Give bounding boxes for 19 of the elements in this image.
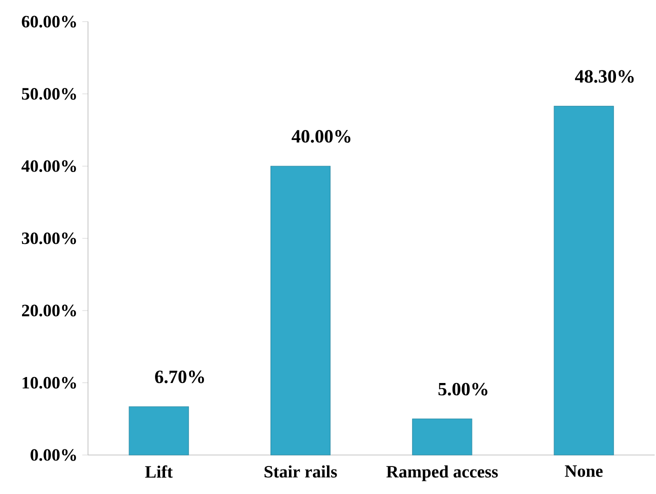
y-tick-label: 60.00% xyxy=(22,16,76,28)
data-label: 5.00% xyxy=(438,382,488,396)
y-tick-label: 30.00% xyxy=(22,232,76,244)
y-tick-label: 0.00% xyxy=(30,449,76,461)
data-label: 6.70% xyxy=(155,370,204,384)
x-tick-label: None xyxy=(564,465,603,477)
y-tick-label: 40.00% xyxy=(21,160,76,172)
x-tick-label: Ramped access xyxy=(386,465,498,482)
x-tick-label: Stair rails xyxy=(264,465,337,478)
y-tick-label: 50.00% xyxy=(22,88,76,100)
data-label: 48.30% xyxy=(575,70,634,83)
y-tick-label: 20.00% xyxy=(22,304,76,316)
bar xyxy=(412,418,472,456)
y-tick-label: 10.00% xyxy=(22,376,76,389)
bar xyxy=(554,106,614,456)
bar xyxy=(270,166,331,456)
data-label: 40.00% xyxy=(292,130,350,143)
bar xyxy=(128,406,189,456)
x-tick-label: Lift xyxy=(145,465,173,478)
